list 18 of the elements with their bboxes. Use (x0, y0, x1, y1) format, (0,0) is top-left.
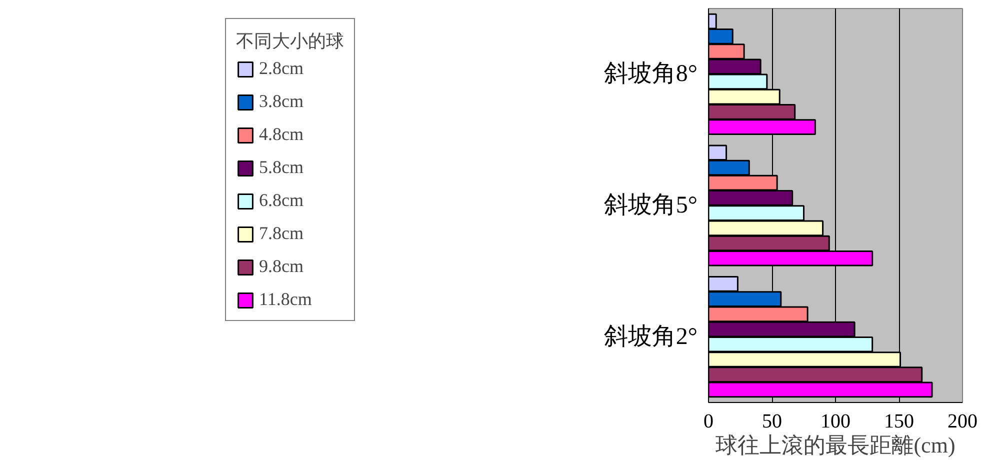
legend-label: 5.8cm (259, 157, 304, 178)
legend-label: 9.8cm (259, 256, 304, 277)
x-tick-label: 0 (704, 410, 714, 432)
legend-label: 4.8cm (259, 124, 304, 145)
legend-title: 不同大小的球 (236, 30, 344, 53)
y-tick-label: 斜坡角2° (604, 324, 698, 350)
x-tick-label: 50 (762, 410, 782, 432)
y-tick-label: 斜坡角8° (604, 61, 698, 88)
legend-label: 3.8cm (259, 91, 304, 112)
legend-label: 6.8cm (259, 190, 304, 211)
y-tick-label: 斜坡角5° (604, 192, 698, 218)
x-axis-title: 球往上滾的最長距離(cm) (716, 432, 956, 458)
legend-label: 7.8cm (259, 223, 304, 244)
x-tick-label: 100 (820, 410, 850, 432)
legend-label: 11.8cm (259, 289, 312, 310)
x-tick-label: 150 (884, 410, 914, 432)
legend-label: 2.8cm (259, 58, 304, 79)
x-tick-label: 200 (948, 410, 978, 432)
